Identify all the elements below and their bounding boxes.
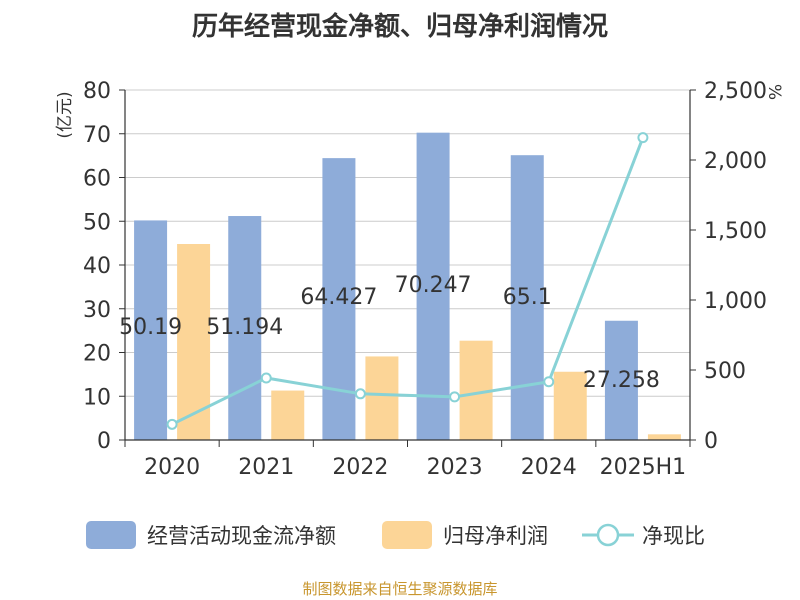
chart-title: 历年经营现金净额、归母净利润情况 <box>191 12 608 42</box>
cashflow-data-label: 64.427 <box>300 285 377 310</box>
cashflow-data-label: 50.19 <box>119 315 182 340</box>
legend-marker-ratio <box>596 523 620 547</box>
cashflow-bar <box>510 155 544 440</box>
right-tick-label: 0 <box>704 429 718 454</box>
right-tick-label: 1,500 <box>704 219 767 244</box>
cashflow-data-label: 51.194 <box>206 315 283 340</box>
right-tick-label: 2,500 <box>704 79 767 104</box>
ratio-point <box>166 418 178 430</box>
x-tick-label: 2023 <box>427 455 483 480</box>
left-tick-label: 60 <box>83 167 111 192</box>
right-tick-label: 500 <box>704 359 746 384</box>
x-tick-label: 2020 <box>144 455 200 480</box>
x-tick-label: 2024 <box>521 455 577 480</box>
netprofit-bar <box>647 434 681 440</box>
legend-label-netprofit: 归母净利润 <box>443 524 548 548</box>
legend-label-cashflow: 经营活动现金流净额 <box>147 524 336 548</box>
legend-label-ratio: 净现比 <box>642 524 705 548</box>
left-tick-label: 0 <box>97 429 111 454</box>
axes: 0 10 20 30 40 50 60 70 80 0 500 1,000 1,500 2,000 2,50… <box>55 79 784 480</box>
left-tick-label: 70 <box>83 123 111 148</box>
legend: 经营活动现金流净额 归母净利润 净现比 <box>86 521 705 549</box>
legend-swatch-cashflow <box>86 521 136 549</box>
x-tick-label: 2021 <box>238 455 294 480</box>
netprofit-bar <box>271 390 305 440</box>
left-tick-label: 80 <box>83 79 111 104</box>
cashflow-bar <box>416 132 450 440</box>
ratio-point <box>449 391 461 403</box>
netprofit-bar <box>553 371 587 440</box>
netprofit-bar <box>365 356 399 440</box>
cashflow-data-label: 27.258 <box>583 368 660 393</box>
ratio-point <box>637 132 649 144</box>
source-note: 制图数据来自恒生聚源数据库 <box>302 580 498 598</box>
ratio-line <box>166 132 649 430</box>
cashflow-bar <box>134 220 168 440</box>
cashflow-data-label: 65.1 <box>503 285 552 310</box>
x-tick-label: 2025H1 <box>600 455 687 480</box>
left-tick-label: 20 <box>83 342 111 367</box>
right-tick-label: 2,000 <box>704 149 767 174</box>
netprofit-bar <box>177 244 211 440</box>
cashflow-bar <box>228 216 262 440</box>
ratio-line-path <box>171 137 645 426</box>
ratio-point <box>260 372 272 384</box>
right-tick-label: 1,000 <box>704 289 767 314</box>
ratio-point <box>543 376 555 388</box>
data-labels: 50.19 51.194 64.427 70.247 65.1 27.258 <box>119 273 660 393</box>
right-axis-unit: % <box>764 84 784 100</box>
x-tick-label: 2022 <box>332 455 388 480</box>
left-tick-label: 50 <box>83 210 111 235</box>
left-axis-unit: (亿元) <box>55 91 75 138</box>
bars <box>134 132 681 440</box>
left-tick-label: 40 <box>83 254 111 279</box>
left-tick-label: 30 <box>83 298 111 323</box>
legend-swatch-netprofit <box>382 521 432 549</box>
left-tick-label: 10 <box>83 385 111 410</box>
cashflow-bar <box>604 320 638 440</box>
ratio-point <box>354 388 366 400</box>
cashflow-data-label: 70.247 <box>395 273 472 298</box>
